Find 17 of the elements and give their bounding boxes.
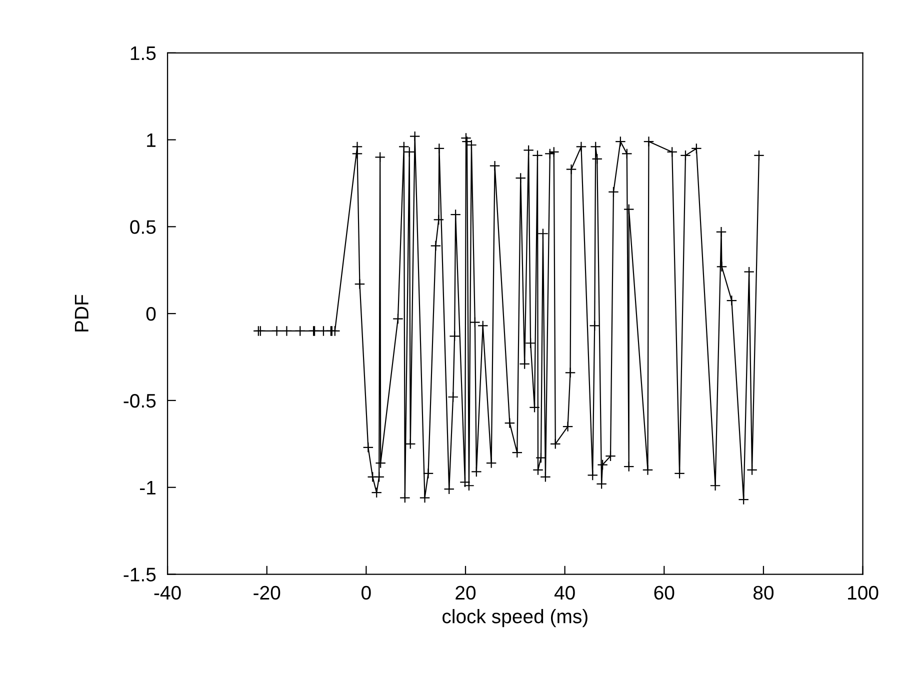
x-tick-label: 100 bbox=[848, 586, 878, 600]
y-tick-label: 1 bbox=[147, 133, 156, 147]
x-tick-label: 40 bbox=[554, 586, 575, 600]
x-tick-label: -40 bbox=[154, 586, 181, 600]
x-tick-label: 80 bbox=[753, 586, 774, 600]
y-tick-label: 0 bbox=[146, 307, 156, 321]
x-tick-label: 20 bbox=[456, 586, 476, 600]
x-axis-title: clock speed (ms) bbox=[442, 609, 588, 628]
y-tick-label: 0.5 bbox=[130, 220, 156, 234]
y-tick-label: -1.5 bbox=[124, 568, 156, 582]
x-tick-label: 0 bbox=[362, 586, 371, 600]
y-tick-label: -1 bbox=[140, 481, 156, 494]
x-tick-label: -20 bbox=[254, 586, 280, 600]
y-tick-label: 1.5 bbox=[130, 46, 156, 60]
x-tick-label: 60 bbox=[654, 586, 674, 600]
y-axis-title: PDF bbox=[74, 294, 88, 332]
y-tick-label: -0.5 bbox=[124, 394, 156, 408]
